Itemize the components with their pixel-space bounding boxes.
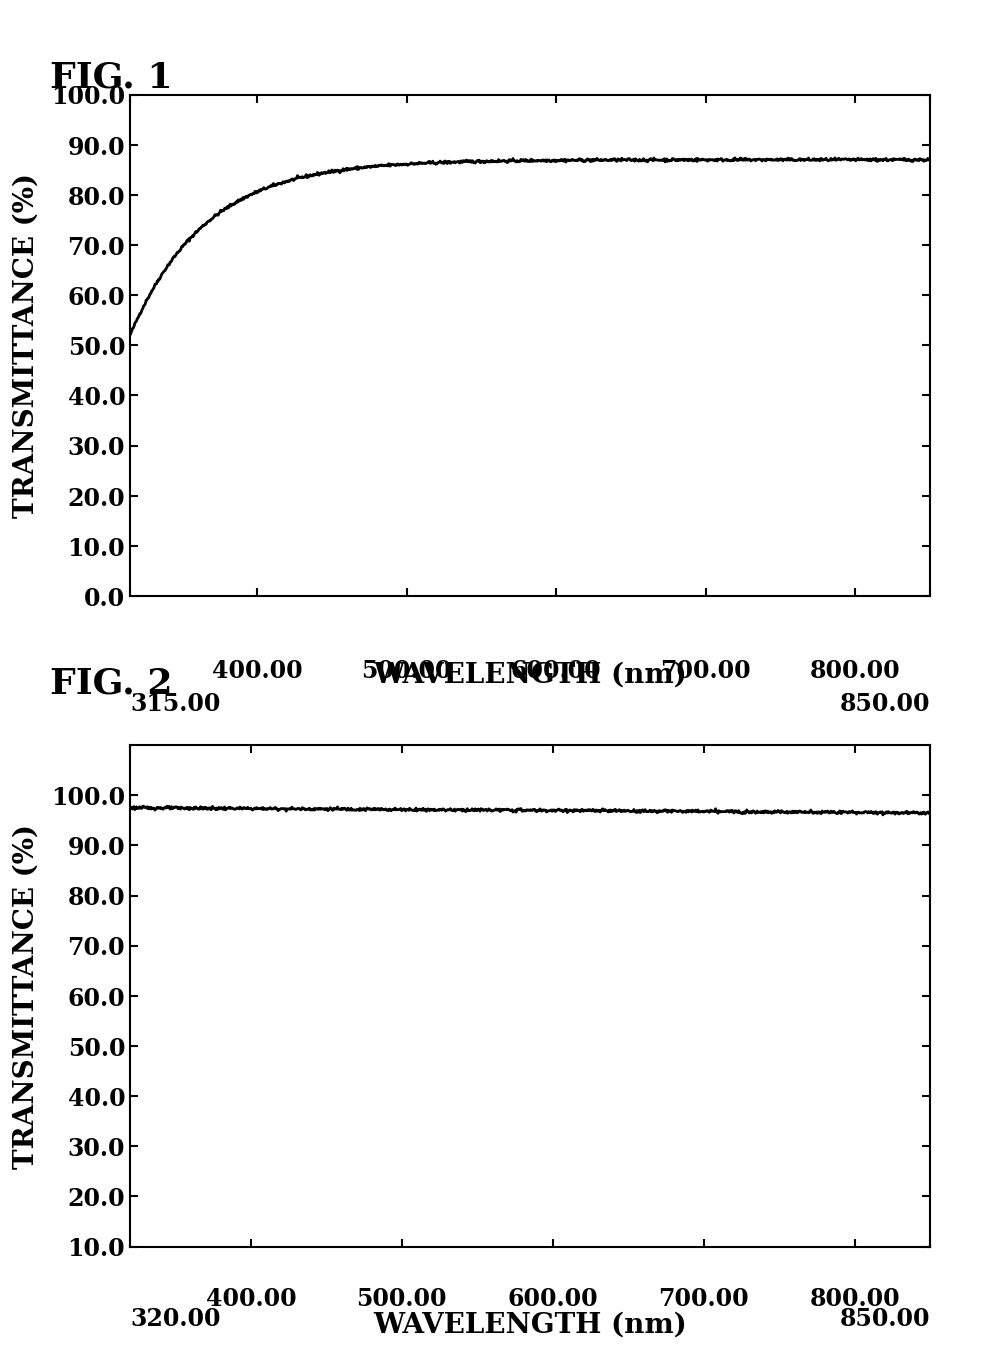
Text: 600.00: 600.00 (511, 659, 601, 683)
Y-axis label: TRANSMITTANCE (%): TRANSMITTANCE (%) (13, 824, 40, 1168)
Text: 500.00: 500.00 (361, 659, 452, 683)
Y-axis label: TRANSMITTANCE (%): TRANSMITTANCE (%) (13, 173, 40, 518)
Text: 400.00: 400.00 (205, 1287, 296, 1310)
Text: 800.00: 800.00 (809, 1287, 900, 1310)
Text: 315.00: 315.00 (130, 691, 220, 715)
Text: 800.00: 800.00 (810, 659, 901, 683)
Text: 850.00: 850.00 (840, 1306, 930, 1331)
Text: FIG. 2: FIG. 2 (50, 667, 172, 701)
Text: 500.00: 500.00 (356, 1287, 447, 1310)
Text: 320.00: 320.00 (130, 1306, 220, 1331)
Text: WAVELENGTH (nm): WAVELENGTH (nm) (373, 661, 687, 688)
Text: WAVELENGTH (nm): WAVELENGTH (nm) (373, 1312, 687, 1339)
Text: 850.00: 850.00 (840, 691, 930, 715)
Text: 400.00: 400.00 (212, 659, 302, 683)
Text: 600.00: 600.00 (507, 1287, 598, 1310)
Text: FIG. 1: FIG. 1 (50, 61, 173, 95)
Text: 700.00: 700.00 (660, 659, 751, 683)
Text: 700.00: 700.00 (658, 1287, 749, 1310)
